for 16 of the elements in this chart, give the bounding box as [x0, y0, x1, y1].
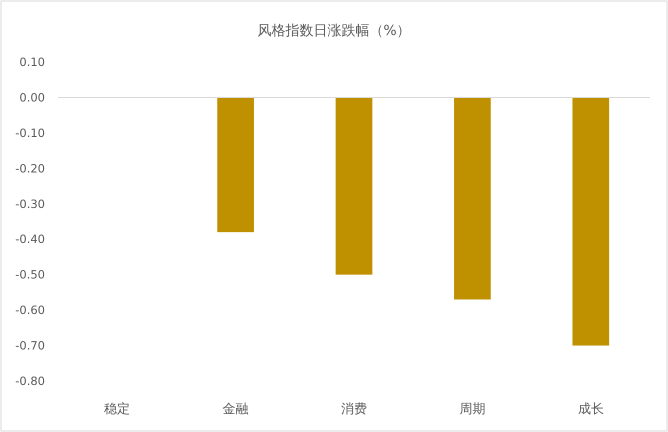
title: 风格指数日涨跌幅（%）	[257, 23, 411, 39]
y-tick-label: -0.70	[15, 338, 45, 353]
y-tick-label: 0.10	[19, 55, 45, 69]
x-tick-label: 金融	[222, 402, 249, 417]
y-tick-label: 0.00	[19, 90, 45, 104]
y-tick-label: -0.20	[15, 161, 45, 176]
y-tick-label: -0.10	[15, 126, 45, 140]
y-tick-label: -0.40	[15, 232, 45, 246]
y-tick-label: -0.80	[15, 374, 45, 388]
x-tick-label: 周期	[459, 402, 486, 417]
y-tick-label: -0.30	[15, 196, 45, 211]
x-tick-label: 成长	[578, 402, 604, 417]
y-tick-label: -0.60	[15, 303, 45, 318]
x-tick-label: 消费	[341, 402, 367, 417]
x-tick-label: 稳定	[104, 402, 130, 417]
y-tick-label: -0.50	[15, 268, 45, 282]
